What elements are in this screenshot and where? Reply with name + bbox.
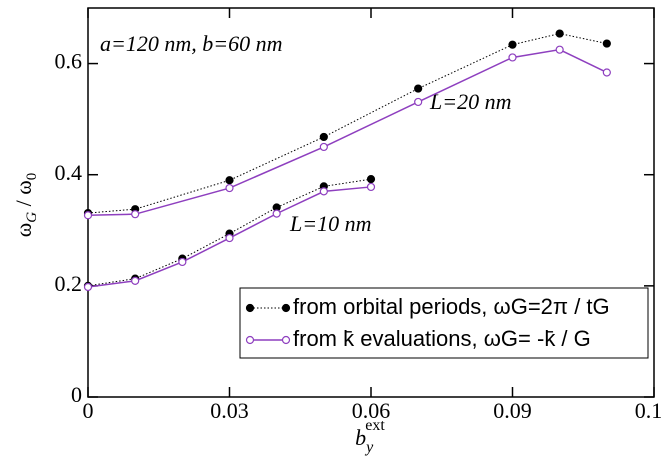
x-tick-label: 0.06 <box>352 398 391 423</box>
y-label-part: 0 <box>24 173 40 181</box>
y-tick-label: 0 <box>71 382 82 407</box>
legend-label: from k̄ evaluations, ωG= -k̄ / G <box>293 326 591 351</box>
marker <box>319 187 328 196</box>
x-label-part: ext <box>365 417 385 434</box>
legend-marker <box>245 303 255 313</box>
marker <box>83 282 93 292</box>
marker <box>131 276 140 285</box>
x-tick-label: 0 <box>83 398 94 423</box>
annotation: a=120 nm, b=60 nm <box>100 31 282 56</box>
legend-marker <box>281 335 291 345</box>
marker <box>225 176 234 185</box>
marker <box>555 29 564 38</box>
marker <box>414 84 423 93</box>
marker <box>178 257 187 267</box>
marker <box>602 68 611 77</box>
marker <box>508 53 517 62</box>
marker <box>555 45 564 54</box>
y-tick-label: 0.6 <box>55 49 83 74</box>
x-tick-label: 0.03 <box>210 398 249 423</box>
marker <box>83 211 93 220</box>
x-label-part: y <box>364 439 374 456</box>
marker <box>225 233 234 243</box>
annotation: L=10 nm <box>289 211 371 236</box>
marker <box>366 175 376 184</box>
marker <box>414 97 423 107</box>
marker <box>225 183 234 193</box>
y-label-part: G <box>24 212 40 223</box>
y-axis-label: ωG / ω0 <box>11 173 40 237</box>
marker <box>319 132 328 142</box>
marker <box>131 210 140 219</box>
legend-box <box>239 287 649 359</box>
y-label-part: / ω <box>11 180 36 212</box>
legend-label: from orbital periods, ωG=2π / tG <box>293 294 610 319</box>
y-tick-label: 0.4 <box>55 160 83 185</box>
y-tick-label: 0.2 <box>55 271 83 296</box>
x-tick-label: 0.12 <box>635 398 662 423</box>
y-label-part: ω <box>11 223 36 237</box>
legend-marker <box>245 335 255 345</box>
marker <box>602 39 611 48</box>
marker <box>508 40 517 49</box>
series-line <box>87 48 608 217</box>
marker <box>366 182 376 192</box>
series-line <box>87 33 607 214</box>
x-axis-label: by ext <box>355 417 385 456</box>
x-label-part: b <box>355 425 366 450</box>
legend-marker <box>281 303 291 313</box>
marker <box>272 209 281 218</box>
x-tick-label: 0.09 <box>493 398 532 423</box>
annotation: L=20 nm <box>429 89 511 114</box>
marker <box>319 142 328 152</box>
